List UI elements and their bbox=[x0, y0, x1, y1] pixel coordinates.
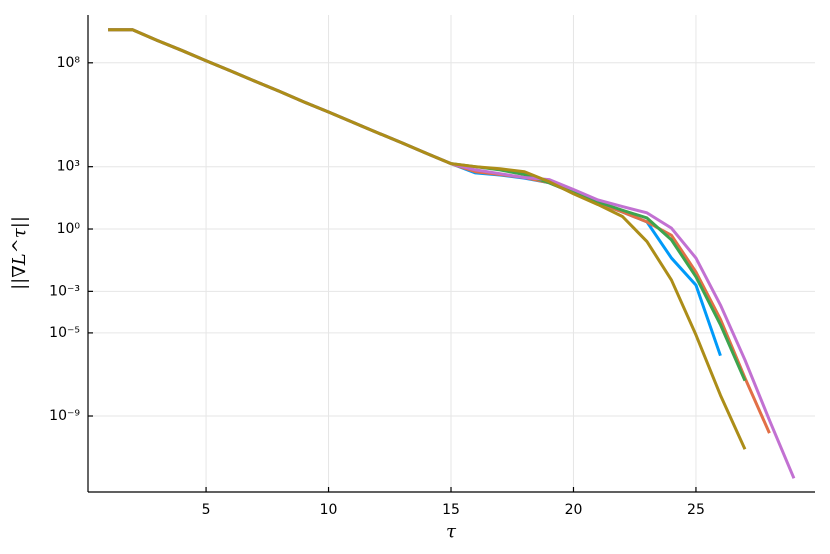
x-tick-label: 20 bbox=[565, 502, 583, 518]
x-axis-label: τ bbox=[446, 521, 457, 542]
x-tick-label: 15 bbox=[442, 502, 460, 518]
series-line bbox=[108, 28, 747, 382]
x-tick-label: 5 bbox=[202, 502, 211, 518]
y-tick-label: 10⁸ bbox=[57, 55, 81, 71]
y-tick-label: 10³ bbox=[57, 159, 80, 175]
y-tick-label: 10⁻³ bbox=[49, 283, 80, 299]
y-tick-label: 10⁰ bbox=[57, 221, 81, 237]
x-tick-label: 25 bbox=[687, 502, 705, 518]
y-tick-label: 10⁻⁹ bbox=[49, 408, 80, 424]
series-line bbox=[108, 28, 771, 434]
y-tick-label: 10⁻⁵ bbox=[49, 325, 80, 341]
series-line bbox=[108, 28, 747, 450]
series-line bbox=[108, 28, 722, 357]
x-tick-label: 10 bbox=[320, 502, 338, 518]
y-axis-label: ||∇L^τ|| bbox=[9, 216, 30, 290]
